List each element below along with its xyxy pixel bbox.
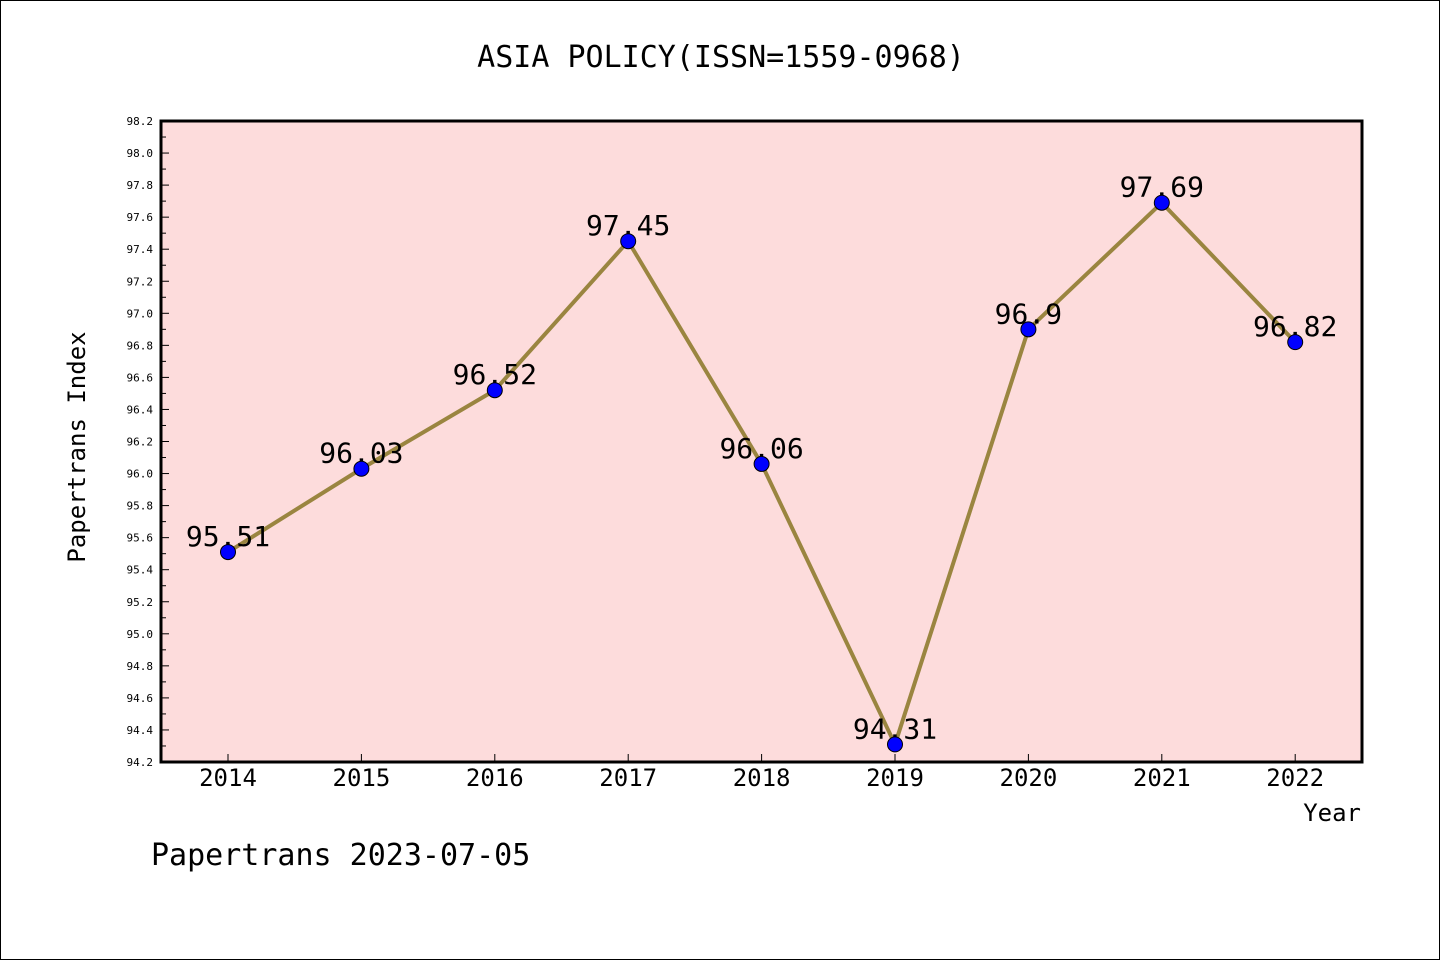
y-tick-label: 94.2 bbox=[127, 756, 154, 769]
data-point bbox=[1153, 194, 1170, 211]
y-tick-label: 95.0 bbox=[127, 628, 154, 641]
y-tick-label: 96.8 bbox=[127, 339, 154, 352]
x-axis-ticks: 2014 2015 2016 2017 2018 2019 2020 2021 2022 bbox=[199, 754, 1324, 792]
data-point bbox=[1287, 334, 1304, 351]
y-tick-label: 95.6 bbox=[127, 532, 154, 545]
y-tick-label: 97.6 bbox=[127, 211, 154, 224]
plot-area bbox=[159, 119, 1364, 764]
x-tick-label: 2020 bbox=[1000, 764, 1058, 792]
y-tick-label: 96.6 bbox=[127, 371, 154, 384]
y-axis-label: Papertrans Index bbox=[63, 331, 91, 562]
y-tick-label: 94.8 bbox=[127, 660, 154, 673]
x-tick-label: 2019 bbox=[866, 764, 924, 792]
y-tick-label: 97.4 bbox=[127, 243, 154, 256]
y-tick-label: 97.0 bbox=[127, 307, 154, 320]
data-point bbox=[1020, 321, 1037, 338]
x-tick-label: 2022 bbox=[1266, 764, 1324, 792]
x-tick-label: 2018 bbox=[733, 764, 791, 792]
data-point bbox=[220, 544, 236, 561]
x-tick-label: 2021 bbox=[1133, 764, 1191, 792]
data-point bbox=[753, 455, 770, 472]
data-point bbox=[486, 382, 503, 399]
x-tick-label: 2016 bbox=[466, 764, 524, 792]
y-tick-label: 95.2 bbox=[127, 596, 154, 609]
x-axis-label: Year bbox=[1303, 799, 1361, 827]
y-tick-label: 97.8 bbox=[127, 179, 154, 192]
chart-title: ASIA POLICY(ISSN=1559-0968) bbox=[477, 40, 965, 75]
footer-text: Papertrans 2023-07-05 bbox=[151, 838, 530, 873]
x-tick-label: 2017 bbox=[599, 764, 657, 792]
x-tick-label: 2015 bbox=[333, 764, 391, 792]
data-point bbox=[353, 460, 370, 477]
y-tick-label: 97.2 bbox=[127, 275, 154, 288]
y-tick-label: 96.0 bbox=[127, 468, 154, 481]
x-tick-label: 2014 bbox=[199, 764, 257, 792]
y-axis-ticks: 94.2 94.4 94.6 94.8 95.0 95.2 95.4 95.6 95.8 96.0… bbox=[127, 115, 169, 769]
y-tick-label: 95.8 bbox=[127, 500, 154, 513]
series-papertrans-index: 95.5196.0396.5297.4596.0694.3196.997.699… bbox=[186, 171, 1337, 753]
data-point bbox=[887, 736, 903, 753]
y-tick-label: 98.0 bbox=[127, 147, 154, 160]
y-tick-label: 96.4 bbox=[127, 403, 154, 416]
y-tick-label: 94.6 bbox=[127, 692, 154, 705]
data-point bbox=[620, 233, 637, 250]
y-tick-label: 98.2 bbox=[127, 115, 154, 128]
y-tick-label: 95.4 bbox=[127, 564, 154, 577]
y-tick-label: 96.2 bbox=[127, 436, 154, 449]
y-tick-label: 94.4 bbox=[127, 724, 154, 737]
